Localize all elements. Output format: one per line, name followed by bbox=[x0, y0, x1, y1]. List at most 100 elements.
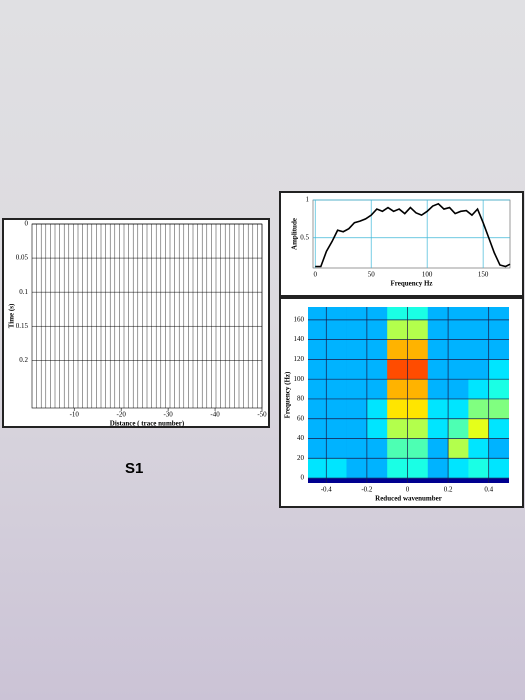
heat-cell bbox=[468, 418, 489, 439]
heat-cell bbox=[488, 307, 509, 321]
x-tick-label: -20 bbox=[117, 411, 127, 419]
heat-cell bbox=[366, 458, 388, 479]
heat-cell bbox=[387, 307, 408, 321]
heat-cell bbox=[387, 359, 408, 380]
y-tick-label: 160 bbox=[294, 315, 305, 323]
heat-cell bbox=[346, 458, 368, 479]
heat-cell bbox=[308, 339, 327, 360]
heat-cell bbox=[387, 379, 408, 400]
heat-cell bbox=[488, 339, 509, 360]
heat-cell bbox=[326, 339, 347, 360]
heat-cell bbox=[308, 379, 327, 400]
heat-cell bbox=[407, 319, 429, 340]
y-axis-label: Frequency (Hz) bbox=[284, 371, 292, 418]
heat-cell bbox=[468, 359, 489, 380]
y-tick-label: 40 bbox=[297, 434, 305, 442]
x-tick-label: 150 bbox=[478, 271, 489, 279]
heat-cell bbox=[326, 398, 347, 420]
heat-cell bbox=[308, 438, 327, 459]
heat-cell bbox=[366, 359, 388, 380]
heat-cell bbox=[387, 458, 408, 479]
heat-cell bbox=[468, 307, 489, 321]
heat-cell bbox=[346, 307, 368, 321]
spectrum-line bbox=[315, 202, 511, 268]
heat-cell bbox=[448, 339, 469, 360]
caption: S1 bbox=[125, 460, 144, 477]
heat-cell bbox=[308, 319, 327, 340]
heat-cell bbox=[387, 438, 408, 459]
heat-cell bbox=[387, 398, 408, 420]
heat-cell bbox=[407, 438, 429, 459]
x-tick-label: -50 bbox=[257, 411, 267, 419]
heat-cell bbox=[326, 438, 347, 459]
y-tick-label: 20 bbox=[297, 454, 305, 462]
heat-cell bbox=[488, 398, 509, 420]
chart: -0.4 -0.2 0 0.2 0.4 0 20 40 60 80 100 120 140 160 Redu… bbox=[284, 307, 509, 503]
heat-cell bbox=[448, 379, 469, 400]
heat-cell bbox=[407, 307, 429, 321]
heat-cell bbox=[346, 438, 368, 459]
x-tick-label: -0.2 bbox=[361, 486, 373, 494]
heat-cell bbox=[366, 398, 388, 420]
heat-cell bbox=[308, 307, 327, 321]
heat-cell bbox=[366, 438, 388, 459]
heat-cell bbox=[448, 319, 469, 340]
heat-cell bbox=[488, 379, 509, 400]
y-tick-label: 1 bbox=[306, 196, 310, 204]
heat-cell bbox=[407, 458, 429, 479]
heat-cell bbox=[407, 398, 429, 420]
heat-cell bbox=[468, 379, 489, 400]
y-tick-label: 60 bbox=[297, 414, 305, 422]
heat-cell bbox=[427, 398, 449, 420]
heat-cell bbox=[366, 418, 388, 439]
heat-cell bbox=[407, 359, 429, 380]
heat-cell bbox=[366, 319, 388, 340]
y-tick-label: 0.2 bbox=[19, 356, 28, 364]
y-axis-label: Time (s) bbox=[8, 303, 16, 328]
heat-cell bbox=[308, 398, 327, 420]
heat-cell bbox=[468, 398, 489, 420]
y-tick-label: 0.1 bbox=[19, 288, 28, 296]
y-tick-label: 0 bbox=[25, 220, 29, 228]
x-tick-label: -10 bbox=[70, 411, 80, 419]
heat-cell bbox=[448, 307, 469, 321]
heat-cell bbox=[427, 319, 449, 340]
heat-cell bbox=[488, 418, 509, 439]
heat-cell bbox=[326, 418, 347, 439]
x-axis-label: Distance ( trace number) bbox=[110, 420, 185, 428]
heat-cell bbox=[308, 359, 327, 380]
heat-cell bbox=[427, 307, 449, 321]
heat-cell bbox=[488, 319, 509, 340]
heat-cell bbox=[387, 418, 408, 439]
heat-cell bbox=[346, 379, 368, 400]
y-tick-label: 80 bbox=[297, 395, 305, 403]
x-tick-label: 50 bbox=[368, 271, 376, 279]
heat-cell bbox=[326, 458, 347, 479]
x-tick-label: -30 bbox=[163, 411, 173, 419]
heat-cell bbox=[407, 339, 429, 360]
heatmap bbox=[308, 307, 509, 479]
heat-cell bbox=[326, 319, 347, 340]
x-tick-label: 0.2 bbox=[444, 486, 453, 494]
y-tick-label: 0.05 bbox=[16, 254, 29, 262]
x-tick-label: 0.4 bbox=[484, 486, 493, 494]
heat-cell bbox=[346, 418, 368, 439]
x-tick-label: 100 bbox=[422, 271, 433, 279]
heat-cell bbox=[448, 458, 469, 479]
heat-cell bbox=[427, 458, 449, 479]
y-tick-label: 140 bbox=[294, 335, 305, 343]
heat-cell bbox=[308, 458, 327, 479]
heat-cell bbox=[387, 339, 408, 360]
x-axis-label: Frequency Hz bbox=[390, 280, 432, 288]
x-tick-label: 0 bbox=[313, 271, 317, 279]
heat-cell bbox=[468, 319, 489, 340]
heat-cell bbox=[448, 418, 469, 439]
heat-cell bbox=[326, 307, 347, 321]
heat-cell bbox=[326, 359, 347, 380]
chart: 0 50 100 150 0.5 1 Frequency Hz Amplitude bbox=[291, 196, 511, 288]
heat-cell bbox=[448, 359, 469, 380]
heat-cell bbox=[468, 438, 489, 459]
heat-cell bbox=[407, 418, 429, 439]
y-tick-label: 0.15 bbox=[16, 322, 29, 330]
